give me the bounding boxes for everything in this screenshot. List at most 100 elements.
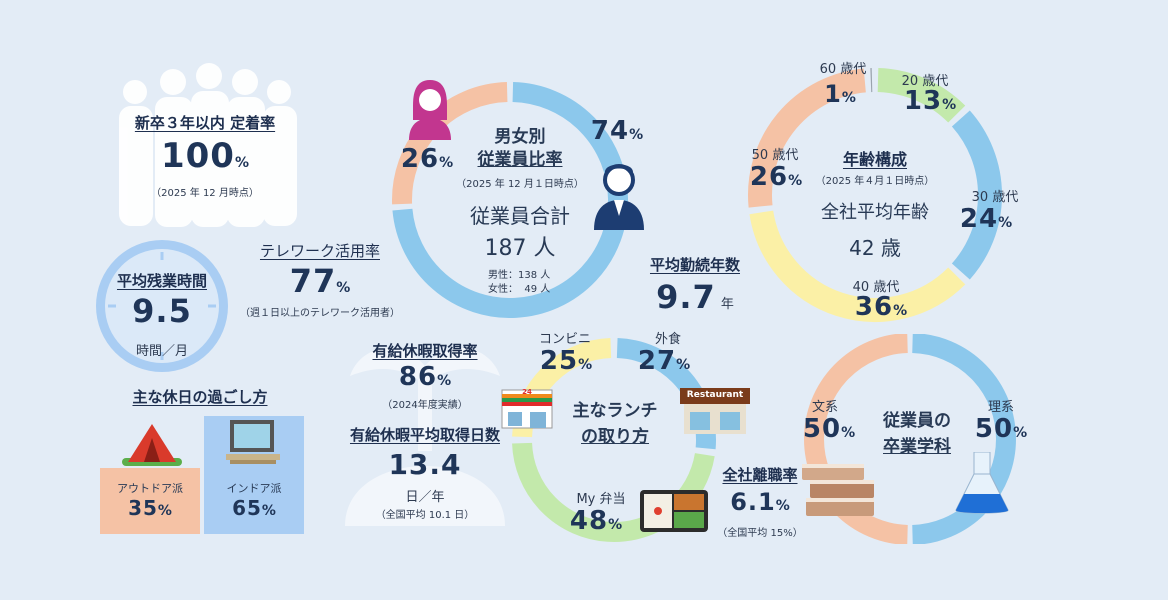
arts-unit: %: [841, 425, 856, 441]
overtime-value: 9.5: [132, 292, 192, 330]
age-note: （2025 年４月１日時点）: [815, 176, 935, 187]
age-segment-40: [749, 210, 966, 322]
flask-icon: [955, 452, 1009, 514]
holiday-title: 主な休日の過ごし方: [132, 388, 268, 406]
total-value: 187 人: [484, 236, 556, 261]
lunch-pct-bento: 48: [569, 506, 609, 536]
lunch-pct-out: 27: [637, 346, 677, 376]
male-count: 男性：138 人: [488, 270, 551, 281]
female-count: 女性： 49 人: [488, 284, 551, 295]
telework-title: テレワーク活用率: [259, 242, 380, 260]
female-icon: [409, 80, 451, 140]
sci-pct: 50: [974, 414, 1014, 444]
major-donut: [804, 334, 1016, 544]
major-title-2: 卒業学科: [883, 437, 951, 457]
overtime-unit: 時間／月: [135, 344, 188, 359]
gender-note: （2025 年 12 月１日時点）: [456, 179, 584, 190]
books-icon: [802, 464, 874, 516]
age-unit-20: %: [942, 97, 957, 113]
indoor-box: インドア派 65%: [204, 416, 304, 534]
lunch-pct-conv-row: 25%: [528, 346, 604, 376]
lunch-unit-out: %: [676, 357, 691, 373]
outdoor-label: アウトドア派: [117, 482, 183, 495]
gender-title-2: 従業員比率: [477, 150, 563, 170]
retention-title: 新卒３年以内 定着率: [134, 114, 276, 132]
female-pct: 26: [400, 144, 440, 174]
paid-leave-note: （2024年度実績）: [382, 400, 468, 411]
turnover-value: 6.1: [730, 488, 776, 516]
tenure-value-row: 9.7 年: [630, 278, 760, 316]
male-segment: [392, 82, 628, 318]
age-pct-30-row: 24%: [946, 204, 1026, 234]
age-avg-label: 全社平均年齢: [821, 202, 929, 223]
turnover-unit: %: [775, 498, 790, 514]
arts-pct-row: 50%: [794, 414, 864, 444]
convenience-store-icon: [501, 389, 553, 429]
age-label-50: 50 歳代: [751, 148, 799, 163]
male-pct: 74: [590, 116, 630, 146]
age-label-30: 30 歳代: [971, 190, 1019, 205]
leave-days-note: （全国平均 10.1 日）: [375, 510, 475, 521]
tenure-value: 9.7: [656, 278, 716, 316]
turnover-note: （全国平均 15%）: [717, 528, 803, 539]
retention-value: 100: [160, 136, 235, 176]
paid-leave-value: 86: [398, 362, 438, 392]
retention-unit: %: [234, 155, 249, 171]
age-pct-40: 36: [854, 292, 894, 322]
sci-unit: %: [1013, 425, 1028, 441]
gender-title-1: 男女別: [494, 127, 546, 147]
indoor-value: 65: [232, 496, 262, 520]
retention-note: （2025 年 12 月時点）: [151, 188, 259, 199]
major-title-1: 従業員の: [883, 411, 951, 431]
age-title: 年齢構成: [842, 150, 907, 169]
overtime-title: 平均残業時間: [116, 272, 207, 290]
telework-unit: %: [336, 280, 351, 296]
age-label-60: 60 歳代: [819, 62, 867, 77]
tent-icon: [122, 424, 182, 466]
sci-pct-row: 50%: [966, 414, 1036, 444]
arts-label: 文系: [811, 400, 838, 415]
leave-days-title: 有給休暇平均取得日数: [349, 426, 500, 444]
turnover-value-row: 6.1%: [710, 488, 810, 516]
male-pct-row: 74%: [574, 116, 660, 146]
age-pct-50: 26: [749, 162, 789, 192]
tv-icon: [226, 420, 280, 464]
age-label-20: 20 歳代: [901, 74, 949, 89]
age-segment-50: [748, 68, 867, 208]
retention-value-row: 100%: [110, 136, 300, 176]
age-donut: [748, 68, 1002, 322]
paid-leave-value-row: 86%: [345, 362, 505, 392]
age-avg-value: 42 歳: [849, 236, 901, 260]
telework-value: 77: [289, 262, 337, 300]
indoor-label: インドア派: [226, 482, 282, 495]
telework-value-row: 77%: [235, 262, 405, 300]
indoor-unit: %: [261, 503, 276, 519]
tenure-title: 平均勤続年数: [649, 256, 740, 274]
outdoor-unit: %: [157, 503, 172, 519]
male-icon: [594, 164, 644, 230]
age-pct-20: 13: [903, 86, 943, 116]
lunch-label-bento: My 弁当: [576, 492, 626, 507]
female-unit: %: [439, 155, 454, 171]
age-pct-30: 24: [959, 204, 999, 234]
age-unit-50: %: [788, 173, 803, 189]
lunch-title-1: 主なランチ: [572, 401, 658, 421]
paid-leave-title: 有給休暇取得率: [372, 342, 478, 360]
paid-leave-unit: %: [437, 373, 452, 389]
male-unit: %: [629, 127, 644, 143]
age-pct-60-row: 1%: [810, 80, 870, 108]
outdoor-box: アウトドア派 35%: [100, 468, 200, 534]
arts-segment: [804, 334, 908, 544]
age-unit-30: %: [998, 215, 1013, 231]
arts-pct: 50: [802, 414, 842, 444]
clock-icon: [96, 240, 228, 372]
lunch-unit-bento: %: [608, 517, 623, 533]
restaurant-sign: Restaurant: [686, 390, 744, 400]
leave-days-value: 13.4: [388, 448, 462, 481]
age-pct-50-row: 26%: [736, 162, 816, 192]
total-label: 従業員合計: [470, 204, 570, 228]
lunch-title-2: の取り方: [581, 427, 649, 447]
age-pct-40-row: 36%: [836, 292, 926, 322]
palm-tree-icon: [345, 347, 505, 526]
age-unit-40: %: [893, 303, 908, 319]
